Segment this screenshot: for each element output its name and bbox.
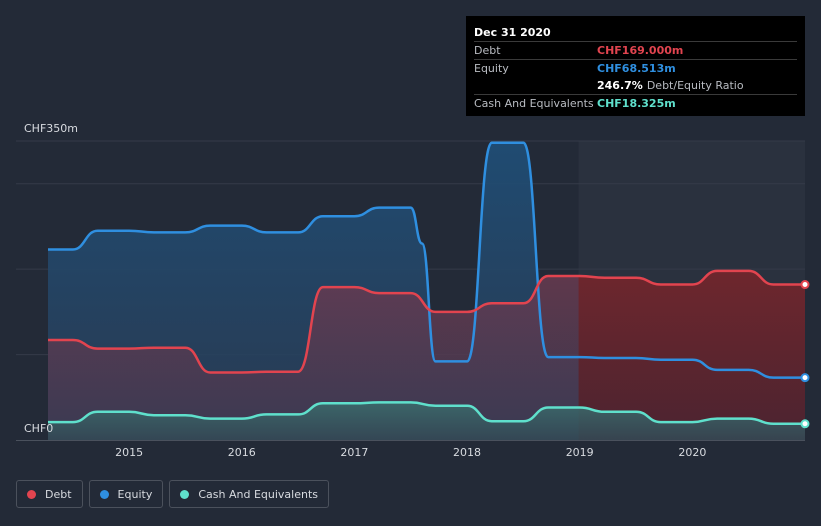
tooltip-equity-label: Equity: [474, 62, 509, 75]
x-tick-label: 2019: [566, 446, 594, 459]
marker-layer: [800, 280, 810, 429]
tooltip-row-debt: Debt CHF169.000m: [474, 41, 797, 59]
x-tick-label: 2018: [453, 446, 481, 459]
cash-end-marker: [800, 419, 810, 429]
tooltip-row-ratio: 246.7% Debt/Equity Ratio: [474, 77, 797, 94]
legend-label-debt: Debt: [45, 487, 72, 501]
x-tick-label: 2015: [115, 446, 143, 459]
tooltip-ratio-suffix: Debt/Equity Ratio: [646, 79, 744, 92]
debt-area-highlight: [578, 270, 805, 440]
y-axis-top-label: CHF350m: [24, 122, 78, 135]
cash-line: [48, 401, 805, 426]
legend-dot-cash: [180, 489, 190, 499]
chart-legend: Debt Equity Cash And Equivalents: [16, 480, 329, 508]
legend-label-cash: Cash And Equivalents: [198, 487, 318, 501]
line-layer: [48, 141, 805, 426]
tooltip-panel: Dec 31 2020 Debt CHF169.000m Equity CHF6…: [466, 16, 805, 116]
tooltip-ratio-label: [474, 77, 597, 94]
legend-item-debt[interactable]: Debt: [16, 480, 83, 508]
debt-line: [48, 269, 805, 374]
legend-item-cash[interactable]: Cash And Equivalents: [169, 480, 329, 508]
axis-layer: CHF350m CHF0 2015 2016 2017 2018 2019 2020: [24, 122, 706, 459]
y-axis-bottom-label: CHF0: [24, 422, 53, 435]
legend-item-equity[interactable]: Equity: [88, 480, 164, 508]
tooltip-row-equity: Equity CHF68.513m: [474, 59, 797, 77]
tooltip-debt-label: Debt: [474, 44, 501, 57]
tooltip-cash-value: CHF18.325m: [597, 97, 676, 110]
tooltip-date: Dec 31 2020: [474, 26, 551, 39]
tooltip-row-cash: Cash And Equivalents CHF18.325m: [474, 94, 797, 112]
legend-label-equity: Equity: [117, 487, 153, 501]
tooltip-ratio-value: 246.7%: [597, 79, 643, 92]
equity-line: [48, 141, 805, 379]
x-tick-label: 2016: [228, 446, 256, 459]
tooltip-debt-value: CHF169.000m: [597, 44, 684, 57]
legend-dot-equity: [99, 489, 109, 499]
tooltip-cash-label: Cash And Equivalents: [474, 97, 594, 110]
tooltip-equity-value: CHF68.513m: [597, 62, 676, 75]
debt-end-marker: [800, 280, 810, 290]
equity-end-marker: [800, 373, 810, 383]
legend-dot-debt: [27, 489, 36, 499]
x-tick-label: 2020: [678, 446, 706, 459]
x-tick-label: 2017: [340, 446, 368, 459]
